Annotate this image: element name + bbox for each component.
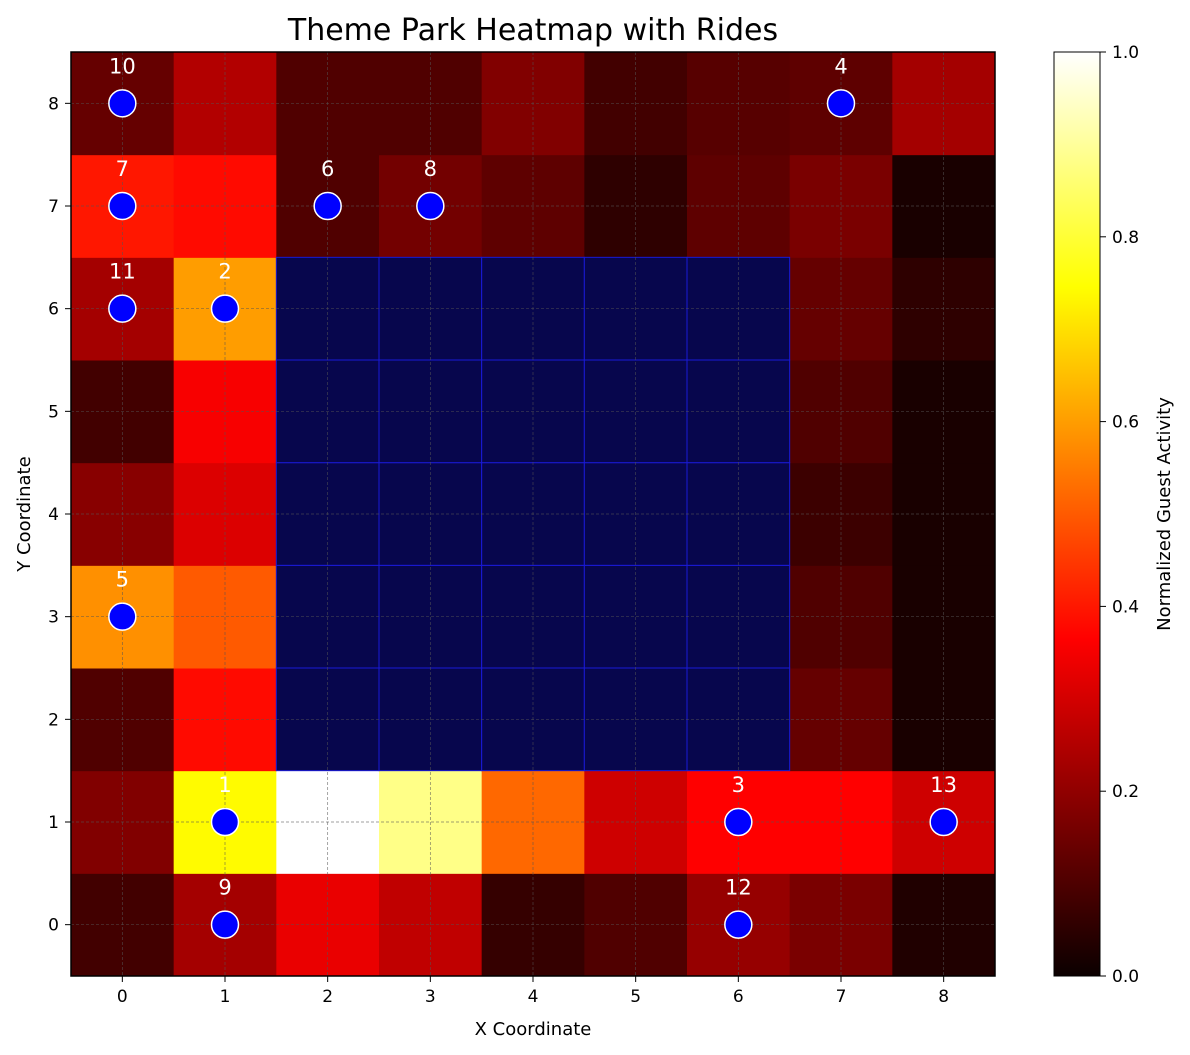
colorbar-tick-label: 0.2 [1112, 782, 1139, 802]
x-tick-label: 2 [322, 987, 333, 1007]
y-axis-label: Y Coordinate [14, 456, 35, 572]
ride-label: 9 [218, 876, 231, 900]
x-tick-label: 4 [528, 987, 539, 1007]
colorbar-tick-label: 1.0 [1112, 43, 1139, 63]
ride-marker [724, 910, 753, 939]
ride-marker [108, 602, 137, 631]
ride-label: 7 [116, 157, 129, 181]
x-tick-label: 6 [733, 987, 744, 1007]
y-tick-label: 6 [48, 300, 59, 320]
ride-label: 1 [218, 773, 231, 797]
ride-label: 5 [116, 568, 129, 592]
colorbar-tick-label: 0.0 [1112, 967, 1139, 987]
x-tick-label: 1 [220, 987, 231, 1007]
ride-label: 13 [930, 773, 957, 797]
x-tick-label: 5 [630, 987, 641, 1007]
y-tick-label: 0 [48, 916, 59, 936]
ride-label: 8 [424, 157, 437, 181]
y-tick-label: 8 [48, 94, 59, 114]
ride-label: 12 [725, 876, 752, 900]
ride-label: 6 [321, 157, 334, 181]
y-axis-ticks: 0 1 2 3 4 5 6 7 8 [48, 94, 71, 936]
ride-marker [210, 807, 240, 837]
ride-label: 10 [109, 54, 136, 78]
ride-marker [929, 807, 958, 837]
ride-label: 11 [109, 260, 136, 284]
ride-marker [724, 807, 753, 837]
ride-marker [210, 294, 240, 323]
x-tick-label: 3 [425, 987, 436, 1007]
x-tick-label: 0 [117, 987, 128, 1007]
y-tick-label: 7 [48, 197, 59, 217]
colorbar-tick-label: 0.4 [1112, 597, 1139, 617]
x-axis-ticks: 0 1 2 3 4 5 6 7 8 [117, 976, 949, 1007]
ride-marker [210, 910, 240, 939]
x-tick-label: 8 [938, 987, 949, 1007]
heatmap-cell [173, 154, 277, 258]
ride-label: 3 [732, 773, 745, 797]
ride-marker [826, 89, 856, 118]
ride-label: 2 [218, 260, 231, 284]
x-axis-label: X Coordinate [475, 1019, 592, 1040]
colorbar-label: Normalized Guest Activity [1154, 397, 1175, 631]
y-tick-label: 1 [48, 813, 59, 833]
colorbar-ticks: 0.0 0.2 0.4 0.6 0.8 1.0 [1100, 43, 1139, 987]
x-tick-label: 7 [836, 987, 847, 1007]
ride-marker [416, 191, 445, 221]
ride-marker [108, 294, 137, 323]
ride-marker [108, 191, 137, 221]
ride-marker [313, 191, 342, 221]
y-tick-label: 2 [48, 710, 59, 730]
colorbar [1053, 51, 1101, 977]
chart-title: Theme Park Heatmap with Rides [287, 13, 778, 48]
ride-label: 4 [834, 54, 847, 78]
y-tick-label: 5 [48, 402, 59, 422]
ride-marker [108, 89, 137, 118]
colorbar-tick-label: 0.6 [1112, 413, 1139, 433]
y-tick-label: 3 [48, 608, 59, 628]
colorbar-tick-label: 0.8 [1112, 228, 1139, 248]
y-tick-label: 4 [48, 505, 59, 525]
